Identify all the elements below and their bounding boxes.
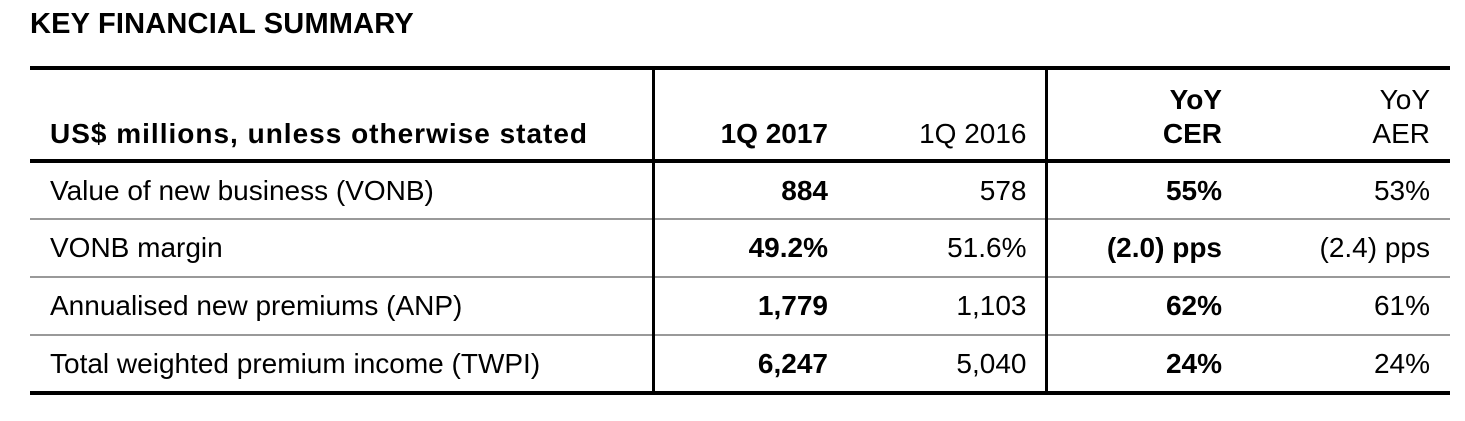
table-row: Value of new business (VONB) 884 578 55%… — [30, 161, 1450, 220]
cell-yoy-aer: 24% — [1242, 335, 1450, 395]
cell-yoy-aer: 61% — [1242, 277, 1450, 336]
cell-1q-2017: 884 — [653, 161, 848, 220]
header-row: US$ millions, unless otherwise stated 1Q… — [30, 66, 1450, 163]
row-label: VONB margin — [30, 219, 655, 278]
cell-yoy-cer: 55% — [1046, 161, 1242, 220]
cell-1q-2017: 49.2% — [653, 219, 848, 278]
header-units-label: US$ millions, unless otherwise stated — [30, 66, 655, 163]
cell-1q-2016: 51.6% — [848, 219, 1048, 278]
cell-yoy-cer: 24% — [1046, 335, 1242, 395]
cell-1q-2016: 5,040 — [848, 335, 1048, 395]
header-yoy-aer-line1: YoY — [1379, 84, 1430, 115]
cell-yoy-cer: (2.0) pps — [1046, 219, 1242, 278]
cell-1q-2017: 1,779 — [653, 277, 848, 336]
financial-summary-table: US$ millions, unless otherwise stated 1Q… — [30, 66, 1450, 395]
row-label: Value of new business (VONB) — [30, 161, 655, 220]
cell-1q-2016: 1,103 — [848, 277, 1048, 336]
row-label: Annualised new premiums (ANP) — [30, 277, 655, 336]
cell-1q-2016: 578 — [848, 161, 1048, 220]
header-yoy-cer-line2: CER — [1162, 118, 1222, 149]
header-1q-2017: 1Q 2017 — [653, 66, 848, 163]
table-row: Annualised new premiums (ANP) 1,779 1,10… — [30, 277, 1450, 336]
table-header: US$ millions, unless otherwise stated 1Q… — [30, 66, 1450, 163]
cell-1q-2017: 6,247 — [653, 335, 848, 395]
cell-yoy-aer: 53% — [1242, 161, 1450, 220]
row-label: Total weighted premium income (TWPI) — [30, 335, 655, 395]
cell-yoy-cer: 62% — [1046, 277, 1242, 336]
header-yoy-aer: YoY AER — [1242, 66, 1450, 163]
table-row: VONB margin 49.2% 51.6% (2.0) pps (2.4) … — [30, 219, 1450, 278]
header-1q-2016: 1Q 2016 — [848, 66, 1048, 163]
header-yoy-cer-line1: YoY — [1169, 84, 1222, 115]
header-yoy-cer: YoY CER — [1046, 66, 1242, 163]
header-yoy-aer-line2: AER — [1372, 118, 1430, 149]
table-body: Value of new business (VONB) 884 578 55%… — [30, 161, 1450, 395]
page-title: KEY FINANCIAL SUMMARY — [30, 8, 414, 40]
table-row: Total weighted premium income (TWPI) 6,2… — [30, 335, 1450, 395]
cell-yoy-aer: (2.4) pps — [1242, 219, 1450, 278]
